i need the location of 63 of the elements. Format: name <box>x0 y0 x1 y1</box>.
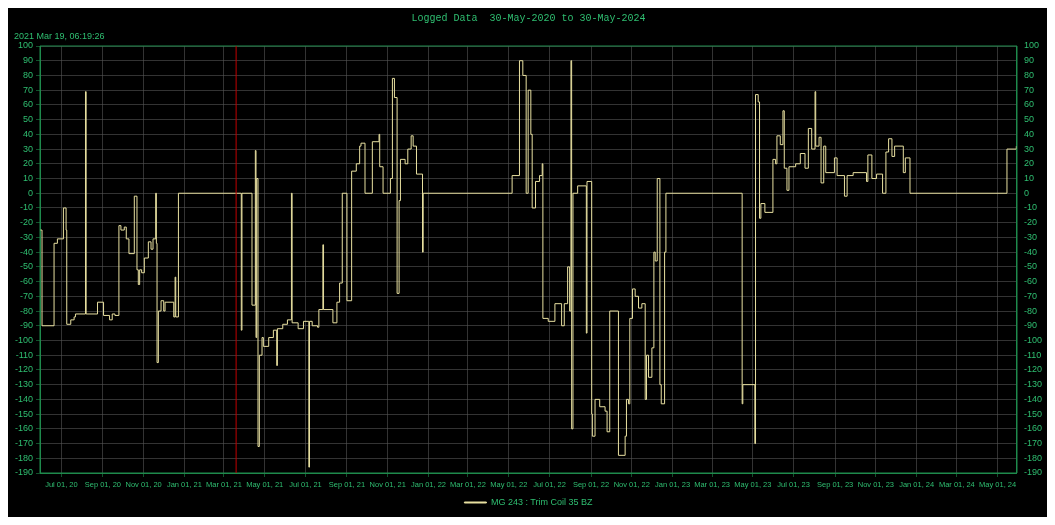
y2-tick-label: -80 <box>1023 305 1037 316</box>
y2-tick-label: 70 <box>1023 84 1034 95</box>
y2-tick-label: 40 <box>1023 128 1034 139</box>
y-tick-label: 40 <box>23 128 34 139</box>
y2-tick-label: -110 <box>1023 349 1042 360</box>
y-tick-label: -110 <box>15 349 34 360</box>
text: 2021 Mar 19, 06:19:26 <box>14 30 105 41</box>
y2-tick-label: -150 <box>1023 408 1042 419</box>
y-tick-label: -10 <box>20 202 34 213</box>
y-tick-label: -30 <box>20 231 34 242</box>
y2-tick-label: -60 <box>1023 276 1037 287</box>
y-tick-label: -70 <box>20 290 34 301</box>
y-tick-label: -100 <box>15 334 34 345</box>
y-tick-label: -80 <box>20 305 34 316</box>
y2-tick-label: 30 <box>1023 143 1034 154</box>
y-tick-label: -190 <box>15 467 34 478</box>
y-tick-label: -170 <box>15 438 34 449</box>
y2-tick-label: -90 <box>1023 320 1037 331</box>
y-tick-label: -90 <box>20 320 34 331</box>
legend-label: MG 243 : Trim Coil 35 BZ <box>490 496 593 507</box>
y2-tick-label: -40 <box>1023 246 1037 257</box>
y2-tick-label: 10 <box>1023 173 1034 183</box>
y2-tick-label: -190 <box>1023 467 1042 478</box>
y-tick-label: 100 <box>17 40 34 51</box>
y2-tick-label: -180 <box>1023 452 1042 463</box>
y-tick-label: -140 <box>15 393 34 404</box>
y2-tick-label: -100 <box>1023 334 1042 345</box>
y-tick-label: 70 <box>23 84 34 95</box>
y-tick-label: -20 <box>20 217 34 228</box>
y2-tick-label: -160 <box>1023 423 1042 434</box>
y-tick-label: -180 <box>15 452 34 463</box>
y2-tick-label: -50 <box>1023 261 1037 272</box>
y-tick-label: -150 <box>15 408 34 419</box>
y-tick-label: 0 <box>28 187 34 198</box>
y2-tick-label: 20 <box>1023 158 1034 169</box>
y2-tick-label: 60 <box>1023 99 1034 110</box>
y2-tick-label: -10 <box>1023 202 1037 213</box>
y2-tick-label: 80 <box>1023 69 1034 80</box>
y2-tick-label: -120 <box>1023 364 1042 375</box>
y-tick-label: 80 <box>23 69 34 80</box>
y-tick-label: -120 <box>15 364 34 375</box>
y2-tick-label: 100 <box>1023 40 1040 51</box>
y2-tick-label: -140 <box>1023 393 1042 404</box>
y-tick-label: 20 <box>23 158 34 169</box>
y-tick-label: -160 <box>15 423 34 434</box>
chart-title: Logged Data 30-May-2020 to 30-May-2024 <box>411 12 646 24</box>
y-tick-label: 60 <box>23 99 34 110</box>
y-tick-label: -60 <box>20 276 34 287</box>
y2-tick-label: -170 <box>1023 438 1042 449</box>
y2-tick-label: -30 <box>1023 231 1037 242</box>
y2-tick-label: 0 <box>1023 187 1029 198</box>
y2-tick-label: 50 <box>1023 114 1034 125</box>
y-tick-label: 30 <box>23 143 34 154</box>
y-tick-label: -40 <box>20 246 34 257</box>
y2-tick-label: 90 <box>1023 55 1034 66</box>
y-tick-label: 10 <box>23 173 34 183</box>
y-tick-label: -130 <box>15 379 34 390</box>
y2-tick-label: -20 <box>1023 217 1037 228</box>
y2-tick-label: -130 <box>1023 379 1042 390</box>
y2-tick-label: -70 <box>1023 290 1037 301</box>
y-tick-label: 90 <box>23 55 34 66</box>
y-tick-label: 50 <box>23 114 34 125</box>
y-tick-label: -50 <box>20 261 34 272</box>
